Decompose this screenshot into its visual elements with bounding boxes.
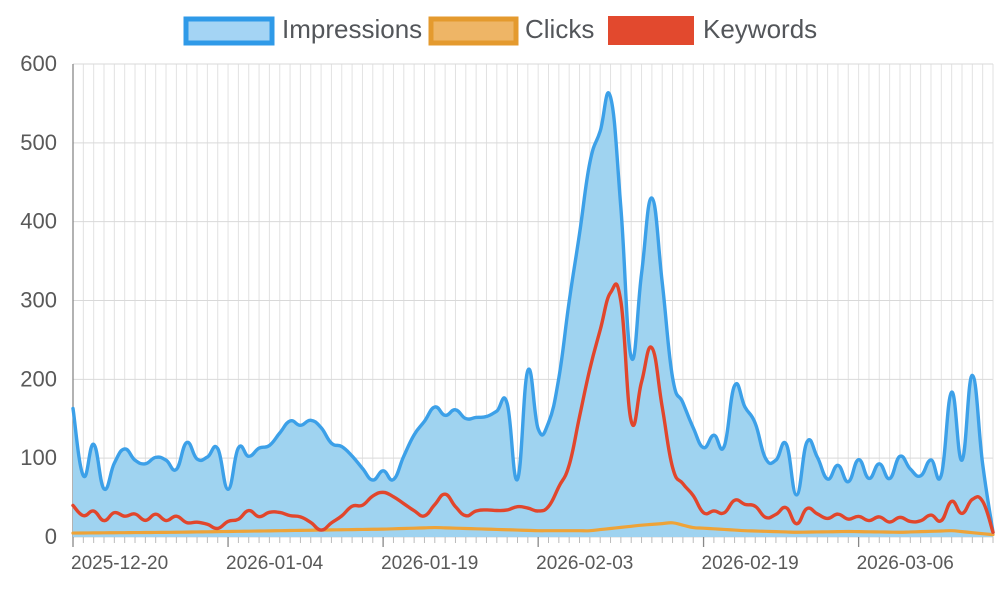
- svg-text:200: 200: [20, 366, 57, 391]
- svg-text:2026-03-06: 2026-03-06: [857, 553, 954, 574]
- svg-text:2025-12-20: 2025-12-20: [71, 553, 168, 574]
- svg-text:Impressions: Impressions: [282, 14, 422, 44]
- svg-text:2026-01-04: 2026-01-04: [226, 553, 324, 574]
- svg-text:100: 100: [20, 445, 57, 470]
- svg-text:Clicks: Clicks: [525, 14, 594, 44]
- svg-text:400: 400: [20, 209, 57, 234]
- svg-text:2026-02-03: 2026-02-03: [536, 553, 633, 574]
- svg-text:0: 0: [45, 524, 57, 549]
- svg-text:300: 300: [20, 288, 57, 313]
- svg-text:600: 600: [20, 51, 57, 76]
- svg-text:2026-02-19: 2026-02-19: [702, 553, 799, 574]
- svg-text:2026-01-19: 2026-01-19: [381, 553, 478, 574]
- svg-text:Keywords: Keywords: [703, 14, 817, 44]
- svg-text:500: 500: [20, 130, 57, 155]
